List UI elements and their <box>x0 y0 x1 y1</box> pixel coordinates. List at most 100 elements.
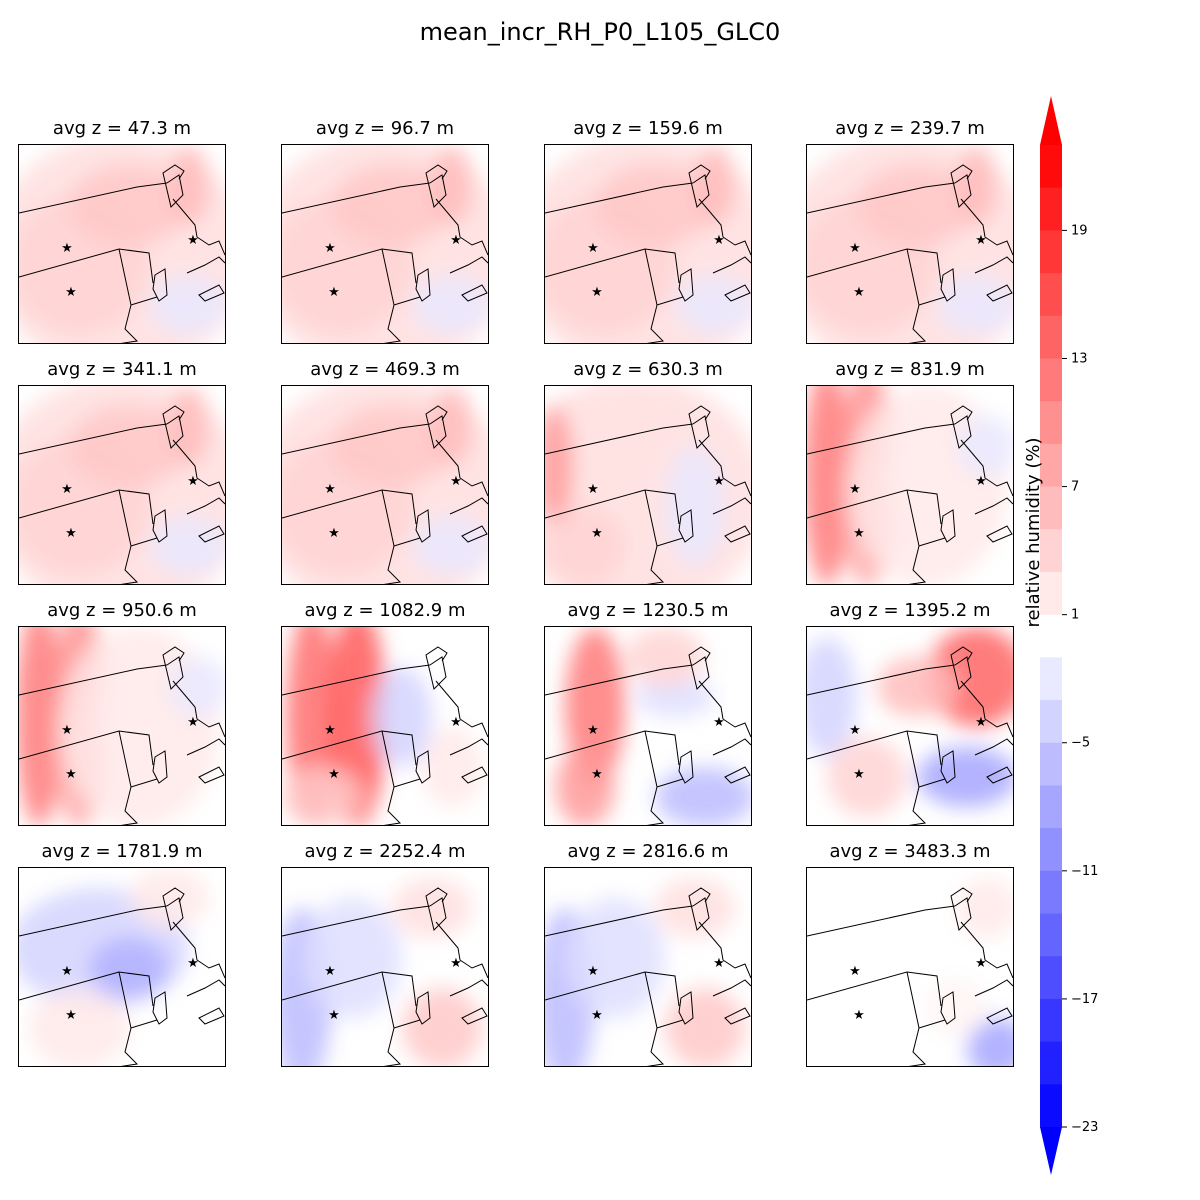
field-blob <box>89 938 169 998</box>
boundary-line <box>282 489 417 525</box>
boundary-line <box>19 664 168 696</box>
field-blob <box>807 386 851 584</box>
station-star-icon: ★ <box>187 956 199 971</box>
station-star-icon: ★ <box>450 715 462 730</box>
boundary-line <box>162 405 185 449</box>
boundary-line <box>435 921 488 979</box>
map-svg: ★ ★ ★ <box>282 627 488 825</box>
field-blob <box>169 386 209 466</box>
map-frame: ★ ★ ★ <box>806 626 1014 826</box>
station-star-icon: ★ <box>587 723 599 738</box>
colorbar-tick-label: −17 <box>1071 992 1098 1007</box>
field-blob <box>957 145 997 225</box>
boundary-line <box>152 509 168 543</box>
field-blob <box>302 898 402 1018</box>
boundary-line <box>807 423 956 455</box>
station-star-icon: ★ <box>61 964 73 979</box>
station-star-icon: ★ <box>853 526 865 541</box>
station-star-icon: ★ <box>61 482 73 497</box>
field-blob <box>595 165 715 245</box>
station-star-icon: ★ <box>853 767 865 782</box>
boundary-line <box>908 545 927 584</box>
map-svg: ★ ★ ★ <box>807 878 1013 1066</box>
map-panel: avg z = 341.1 m ★ ★ ★ <box>18 359 226 585</box>
boundary-line <box>162 887 185 931</box>
panel-title: avg z = 831.9 m <box>835 359 985 380</box>
colorbar-segment <box>1040 870 1062 915</box>
boundary-line <box>415 509 431 543</box>
map-svg: ★ ★ ★ <box>807 627 1013 825</box>
panel-title: avg z = 469.3 m <box>310 359 460 380</box>
station-star-icon: ★ <box>65 767 77 782</box>
station-star-icon: ★ <box>713 474 725 489</box>
colorbar-segment <box>1040 230 1062 274</box>
colorbar-segment <box>1040 443 1062 488</box>
boundary-line <box>950 887 973 931</box>
boundary-line <box>152 750 168 784</box>
boundary-line <box>545 423 694 455</box>
field-blob <box>927 978 987 1038</box>
colorbar-svg: 19 13 7 1 −5 −11 −17 −23 <box>1040 96 1098 1175</box>
colorbar-segment <box>1040 273 1062 317</box>
colorbar-segment <box>1040 828 1062 872</box>
colorbar-segment <box>1040 700 1062 744</box>
field-blob <box>169 657 225 717</box>
station-star-icon: ★ <box>187 233 199 248</box>
field-layer <box>19 145 225 343</box>
boundary-line <box>198 766 225 784</box>
colorbar-tick-label: −5 <box>1071 736 1090 751</box>
field-blob <box>29 988 129 1066</box>
map-frame: ★ ★ ★ <box>544 626 752 826</box>
boundary-line <box>383 1027 402 1066</box>
panel-title: avg z = 96.7 m <box>315 118 455 139</box>
boundary-line <box>198 1007 225 1025</box>
field-blob <box>877 657 957 717</box>
colorbar-segment <box>1040 1041 1062 1085</box>
colorbar-segment <box>1040 785 1062 829</box>
panel-title: avg z = 341.1 m <box>47 359 197 380</box>
boundary-line <box>152 268 168 302</box>
boundary-line <box>974 497 1013 515</box>
map-svg: ★ ★ ★ <box>282 386 488 584</box>
colorbar-segment <box>1040 913 1062 957</box>
boundary-line <box>162 164 185 208</box>
field-blob <box>625 627 705 687</box>
boundary-line <box>172 680 225 738</box>
colorbar-segment <box>1040 145 1062 189</box>
colorbar-segment <box>1040 956 1062 1000</box>
field-layer <box>555 627 751 825</box>
boundary-line <box>698 921 751 979</box>
boundary-line <box>545 730 680 766</box>
colorbar-tick-label: −23 <box>1071 1120 1098 1135</box>
station-star-icon: ★ <box>975 233 987 248</box>
field-blob <box>967 1018 1013 1066</box>
boundary-line <box>19 971 154 1007</box>
panel-title: avg z = 1781.9 m <box>41 841 203 862</box>
boundary-line <box>282 182 431 214</box>
field-layer <box>545 878 745 1066</box>
colorbar-segment <box>1040 187 1062 231</box>
field-blob <box>827 737 907 817</box>
field-layer <box>807 145 1013 343</box>
station-star-icon: ★ <box>591 1008 603 1023</box>
boundary-line <box>435 680 488 738</box>
boundary-line <box>120 1027 139 1066</box>
field-layer <box>545 145 751 343</box>
boundary-line <box>545 248 680 284</box>
boundary-line <box>724 284 751 302</box>
boundary-line <box>724 1007 751 1025</box>
field-blob <box>917 747 1013 807</box>
colorbar-tick-label: 1 <box>1071 608 1079 623</box>
boundary-line <box>678 509 694 543</box>
boundary-line <box>282 423 431 455</box>
boundary-line <box>198 525 225 543</box>
map-panel: avg z = 950.6 m ★ ★ ★ <box>18 600 226 826</box>
boundary-line <box>986 284 1013 302</box>
boundary-line <box>282 971 417 1007</box>
colorbar-tick-label: −11 <box>1071 864 1098 879</box>
map-svg: ★ ★ ★ <box>545 386 751 584</box>
boundary-line <box>162 646 185 690</box>
station-star-icon: ★ <box>61 723 73 738</box>
field-layer <box>282 386 488 584</box>
panel-title: avg z = 1082.9 m <box>304 600 466 621</box>
